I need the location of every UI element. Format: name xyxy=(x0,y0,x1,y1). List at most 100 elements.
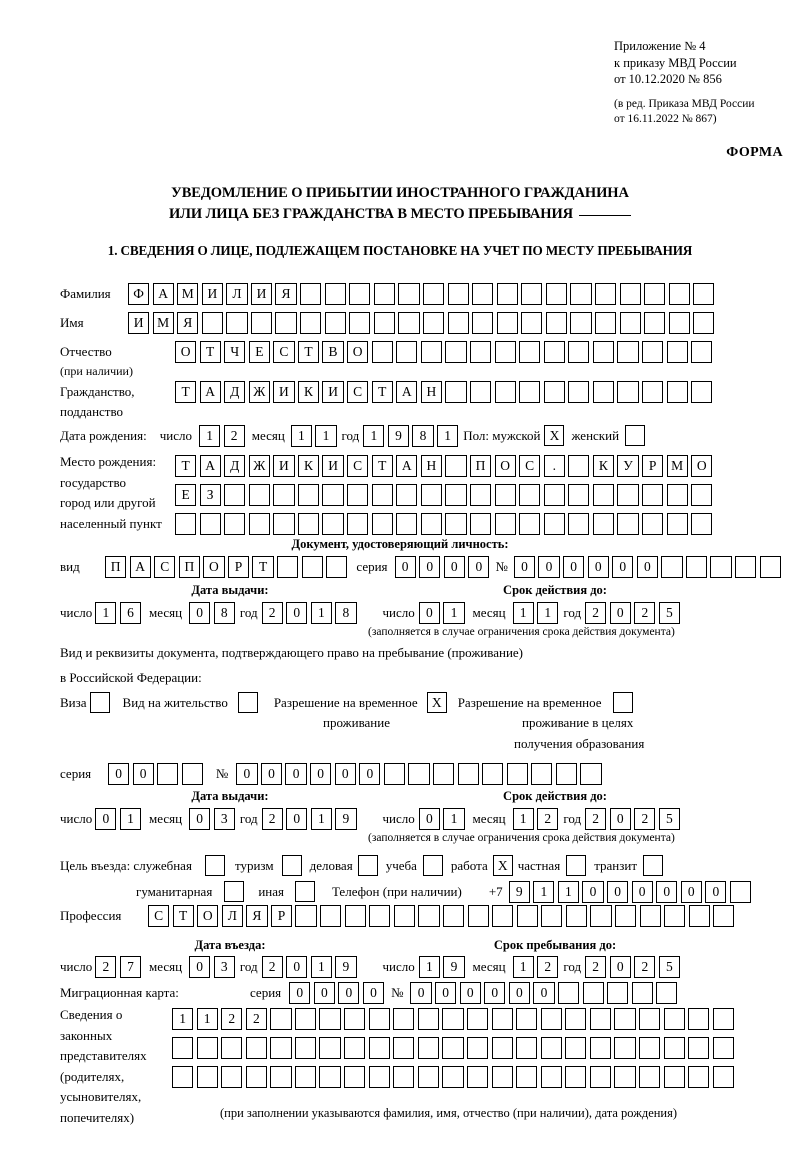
char-cell[interactable]: А xyxy=(396,455,418,477)
char-cell[interactable]: А xyxy=(129,556,151,578)
char-cell[interactable]: И xyxy=(322,381,344,403)
char-cell[interactable]: 2 xyxy=(634,956,656,978)
char-cell[interactable] xyxy=(467,905,489,927)
char-cell[interactable]: 1 xyxy=(310,602,332,624)
char-cell[interactable]: 0 xyxy=(362,982,385,1004)
permit-visa-checkbox[interactable] xyxy=(89,692,110,713)
char-cell[interactable] xyxy=(543,341,565,363)
char-cell[interactable]: С xyxy=(347,381,369,403)
char-cell[interactable] xyxy=(196,1066,218,1088)
char-cell[interactable] xyxy=(568,341,590,363)
char-cell[interactable] xyxy=(442,1066,464,1088)
char-cell[interactable] xyxy=(589,1037,612,1059)
char-cell[interactable]: К xyxy=(297,455,320,477)
char-cell[interactable] xyxy=(442,1037,464,1059)
char-cell[interactable]: А xyxy=(152,283,174,305)
char-cell[interactable]: М xyxy=(152,312,174,334)
char-cell[interactable]: Т xyxy=(252,556,274,578)
char-cell[interactable] xyxy=(445,513,467,535)
char-cell[interactable] xyxy=(344,1066,366,1088)
char-cell[interactable]: 2 xyxy=(537,808,559,830)
char-cell[interactable]: 0 xyxy=(286,602,308,624)
char-cell[interactable]: 0 xyxy=(132,763,154,785)
char-cell[interactable] xyxy=(368,1008,390,1030)
char-cell[interactable] xyxy=(494,513,516,535)
char-cell[interactable]: М xyxy=(177,283,199,305)
char-cell[interactable] xyxy=(494,381,516,403)
char-cell[interactable] xyxy=(297,484,320,506)
char-cell[interactable]: У xyxy=(617,455,639,477)
char-cell[interactable]: Ж xyxy=(248,381,270,403)
purpose-work-checkbox[interactable]: X xyxy=(492,855,513,876)
char-cell[interactable] xyxy=(322,484,344,506)
char-cell[interactable] xyxy=(418,905,440,927)
char-cell[interactable] xyxy=(661,556,683,578)
char-cell[interactable]: 0 xyxy=(680,881,702,903)
char-cell[interactable] xyxy=(422,283,445,305)
char-cell[interactable] xyxy=(688,905,710,927)
char-cell[interactable]: 2 xyxy=(537,956,559,978)
char-cell[interactable] xyxy=(324,283,346,305)
char-cell[interactable]: 0 xyxy=(359,763,381,785)
char-cell[interactable]: 2 xyxy=(261,956,283,978)
char-cell[interactable] xyxy=(638,1066,661,1088)
purpose-other-checkbox[interactable] xyxy=(294,881,315,903)
char-cell[interactable]: 0 xyxy=(606,881,629,903)
char-cell[interactable]: 0 xyxy=(286,808,308,830)
char-cell[interactable] xyxy=(713,905,735,927)
char-cell[interactable] xyxy=(644,283,666,305)
char-cell[interactable]: О xyxy=(691,455,713,477)
char-cell[interactable] xyxy=(300,312,322,334)
char-cell[interactable] xyxy=(656,982,678,1004)
char-cell[interactable]: 0 xyxy=(189,956,211,978)
char-cell[interactable] xyxy=(373,312,395,334)
char-cell[interactable] xyxy=(693,312,715,334)
char-cell[interactable] xyxy=(466,1066,489,1088)
char-cell[interactable]: 2 xyxy=(221,1008,243,1030)
char-cell[interactable]: Р xyxy=(270,905,293,927)
char-cell[interactable] xyxy=(445,341,467,363)
char-cell[interactable]: Т xyxy=(172,905,194,927)
char-cell[interactable]: 1 xyxy=(198,425,221,447)
char-cell[interactable]: И xyxy=(273,381,295,403)
char-cell[interactable]: 1 xyxy=(512,602,534,624)
char-cell[interactable] xyxy=(568,455,590,477)
char-cell[interactable] xyxy=(614,1008,636,1030)
char-cell[interactable] xyxy=(172,1066,194,1088)
char-cell[interactable]: 0 xyxy=(289,982,311,1004)
char-cell[interactable]: О xyxy=(197,905,219,927)
char-cell[interactable] xyxy=(472,283,494,305)
char-cell[interactable]: 3 xyxy=(213,956,235,978)
char-cell[interactable] xyxy=(494,484,516,506)
char-cell[interactable]: А xyxy=(199,455,221,477)
char-cell[interactable]: 0 xyxy=(468,556,490,578)
char-cell[interactable] xyxy=(641,381,664,403)
char-cell[interactable]: 1 xyxy=(290,425,312,447)
char-cell[interactable]: 8 xyxy=(412,425,434,447)
char-cell[interactable] xyxy=(663,1066,685,1088)
char-cell[interactable] xyxy=(506,763,528,785)
char-cell[interactable] xyxy=(491,1037,513,1059)
char-cell[interactable]: 9 xyxy=(443,956,465,978)
char-cell[interactable] xyxy=(420,513,442,535)
char-cell[interactable] xyxy=(344,1037,366,1059)
char-cell[interactable] xyxy=(641,513,664,535)
char-cell[interactable]: Я xyxy=(246,905,268,927)
char-cell[interactable] xyxy=(570,283,592,305)
char-cell[interactable]: Е xyxy=(175,484,197,506)
char-cell[interactable]: Ф xyxy=(128,283,150,305)
representatives-cells-2[interactable] xyxy=(172,1037,734,1059)
char-cell[interactable] xyxy=(617,513,639,535)
char-cell[interactable]: 1 xyxy=(310,808,332,830)
char-cell[interactable] xyxy=(641,341,664,363)
char-cell[interactable] xyxy=(494,341,516,363)
